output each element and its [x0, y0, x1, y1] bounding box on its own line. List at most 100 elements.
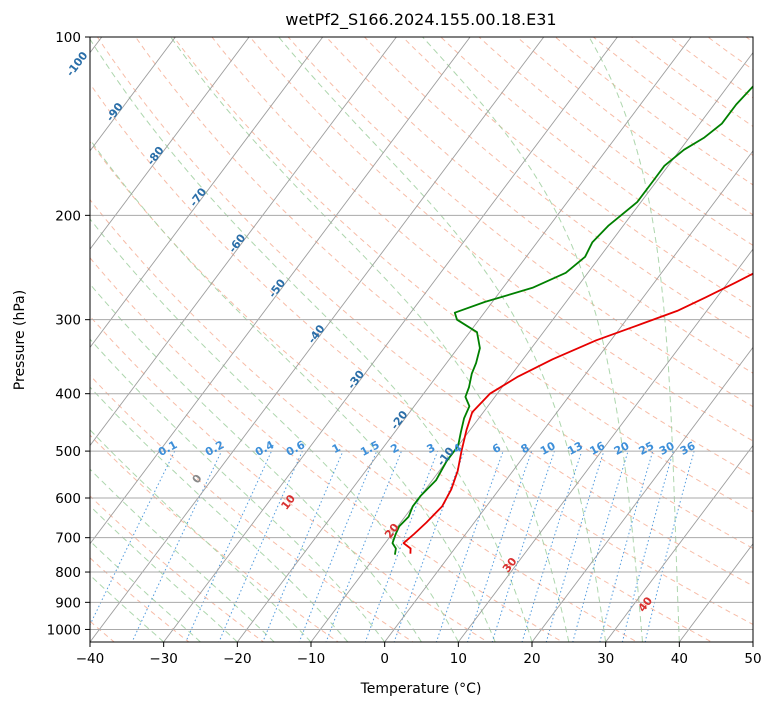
isotherm [523, 24, 775, 654]
mixing-ratio-line [76, 451, 175, 654]
moist-adiabat [0, 37, 385, 642]
isotherm-label: -70 [187, 185, 210, 209]
dry-adiabat-label: 0 [190, 472, 205, 486]
isotherm-label: -30 [345, 368, 368, 392]
moist-adiabat [0, 37, 422, 642]
mixing-ratio-label: 2 [388, 441, 401, 456]
y-tick-label: 800 [55, 565, 81, 581]
moist-adiabat [0, 37, 237, 642]
mixing-ratio-line [642, 451, 694, 654]
y-tick-label: 100 [55, 30, 81, 46]
moist-adiabat [0, 37, 201, 642]
mixing-ratio-label: 6 [490, 441, 503, 456]
mixing-ratio-label: 1 [330, 441, 343, 456]
mixing-ratio-line [543, 451, 604, 654]
isotherm [0, 24, 333, 654]
x-tick-label: 10 [450, 651, 467, 667]
y-tick-label: 400 [55, 387, 81, 403]
dry-adiabat [0, 24, 280, 654]
y-axis-label: Pressure (hPa) [12, 290, 28, 390]
isotherm [302, 24, 775, 654]
dry-adiabat [0, 24, 356, 654]
mixing-ratio-line [295, 451, 377, 654]
y-tick-label: 1000 [47, 622, 81, 638]
mixing-ratio-line [464, 451, 532, 654]
dry-adiabat [0, 24, 204, 654]
mixing-ratio-label: 13 [565, 439, 585, 458]
dry-adiabat [126, 24, 775, 654]
moist-adiabat [423, 37, 643, 642]
mixing-ratio-label: 25 [637, 439, 657, 458]
mixing-ratio-label: 20 [612, 439, 632, 458]
y-tick-label: 300 [55, 313, 81, 329]
dry-adiabat [164, 24, 775, 654]
mixing-ratio-label: 10 [538, 439, 558, 458]
y-tick-label: 700 [55, 531, 81, 547]
moist-adiabat [0, 37, 458, 642]
mixing-ratio-line [258, 451, 343, 654]
dry-adiabat [89, 24, 775, 654]
mixing-ratio-line [433, 451, 504, 654]
dry-adiabat [766, 24, 775, 654]
mixing-ratio-label: 0.6 [284, 438, 308, 459]
dry-adiabat [0, 24, 583, 654]
dry-adiabat-label: 10 [278, 492, 298, 512]
x-tick-label: −10 [297, 651, 326, 667]
isotherm-label: -90 [104, 100, 127, 124]
isotherm [376, 24, 775, 654]
x-tick-label: 50 [744, 651, 761, 667]
dry-adiabat [390, 24, 775, 654]
dry-adiabat [615, 24, 775, 654]
mixing-ratio-label: 30 [657, 439, 677, 458]
isotherm [155, 24, 628, 654]
y-axis-ticks: 100 200 300 400 500 600 700 800 900 1000 [47, 30, 90, 638]
mixing-ratio-label: 0.1 [156, 438, 179, 459]
moist-adiabat [279, 37, 606, 642]
mixing-ratio-label: 1.5 [358, 438, 381, 459]
isotherm-label: -50 [266, 276, 289, 300]
isotherm [228, 24, 701, 654]
x-axis-label: Temperature (°C) [360, 681, 482, 697]
mixing-ratio-line [127, 451, 222, 654]
y-tick-label: 600 [55, 491, 81, 507]
mixing-ratio-line [519, 451, 582, 654]
x-tick-label: 40 [671, 651, 688, 667]
x-tick-label: −40 [76, 651, 105, 667]
dry-adiabat [728, 24, 775, 654]
x-tick-label: 30 [597, 651, 614, 667]
isotherm [0, 24, 259, 654]
x-tick-label: −20 [223, 651, 252, 667]
isotherm-label: -20 [388, 408, 411, 432]
temperature-line [404, 37, 775, 554]
dry-adiabat [690, 24, 775, 654]
mixing-ratio-label: 0.2 [203, 438, 226, 459]
y-tick-label: 900 [55, 595, 81, 611]
mixing-ratio-label: 0.4 [253, 438, 277, 459]
dry-adiabat [352, 24, 775, 654]
mixing-ratio-line [489, 451, 555, 654]
y-tick-label: 500 [55, 444, 81, 460]
dry-adiabat [653, 24, 775, 654]
moist-adiabat [0, 37, 311, 642]
isotherm [0, 24, 406, 654]
isotherm-label: -100 [64, 49, 91, 79]
x-tick-label: −30 [149, 651, 178, 667]
isotherm [7, 24, 480, 654]
dry-adiabat [202, 24, 775, 654]
mixing-ratio-line [620, 451, 674, 654]
dry-adiabat [540, 24, 775, 654]
mixing-ratio-line [322, 451, 402, 654]
chart-title: wetPf2_S166.2024.155.00.18.E31 [285, 10, 556, 30]
isotherm-label: -40 [305, 322, 328, 346]
dry-adiabat [0, 24, 658, 654]
plot-frame [90, 37, 753, 642]
moist-adiabat [25, 37, 496, 642]
dry-adiabat [502, 24, 775, 654]
dry-adiabat [0, 24, 507, 654]
isotherm [744, 24, 775, 654]
y-tick-label: 200 [55, 208, 81, 224]
mixing-ratio-line [361, 451, 438, 654]
